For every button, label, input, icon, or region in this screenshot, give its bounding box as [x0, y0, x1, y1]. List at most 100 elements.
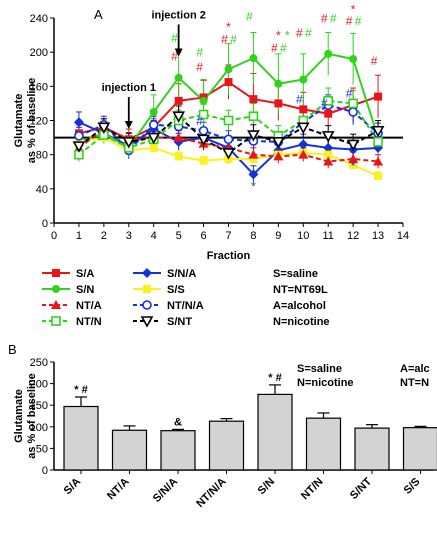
panel-b-category-label: NT/N	[299, 476, 326, 503]
point-s-a	[249, 95, 257, 103]
panel-b-y-tick-label: 250	[30, 357, 48, 369]
bar-significance-label: * #	[268, 372, 281, 384]
significance-mark: #	[371, 54, 378, 68]
significance-mark: #	[355, 14, 362, 28]
panel-a-y-tick-label: 40	[36, 184, 48, 196]
abbreviation-definition: S=saline	[297, 363, 342, 375]
point-s-n	[175, 74, 183, 82]
legend-label-nt-a: NT/A	[76, 300, 102, 312]
panel-a-x-tick-label: 12	[347, 230, 359, 242]
point-nt-n-a	[349, 108, 357, 116]
point-s-s	[175, 152, 183, 160]
point-s-n	[274, 80, 282, 88]
legend-label-s-nt: S/NT	[167, 316, 192, 328]
point-s-s	[200, 157, 208, 165]
significance-mark: #	[296, 92, 303, 106]
abbreviation-definition: S=saline	[273, 268, 318, 280]
point-s-n	[200, 97, 208, 105]
significance-mark: #	[346, 14, 353, 28]
significance-mark: #	[246, 10, 253, 24]
point-nt-n-a	[200, 127, 208, 135]
bar-s-n	[258, 394, 292, 470]
abbreviation-definition: N=nicotine	[273, 316, 330, 328]
panel-b-category-label: S/NT	[348, 475, 374, 501]
point-s-n	[150, 108, 158, 116]
panel-a-x-tick-label: 4	[151, 230, 157, 242]
legend-label-s-n: S/N	[76, 284, 94, 296]
point-s-s	[374, 172, 382, 180]
abbreviation-definition: A=alc	[400, 363, 430, 375]
significance-mark: #	[171, 31, 178, 45]
point-s-a	[225, 78, 233, 86]
bar-nt-a	[113, 430, 147, 470]
panel-b-legend: S=saline N=nicotine A=alc NT=N	[297, 363, 430, 389]
panel-b-y-tick-label: 0	[42, 465, 48, 477]
bar-s-s	[404, 428, 437, 470]
panel-a-y-axis-title-line: Glutamate	[13, 94, 25, 148]
legend-swatch-marker-s-n-a	[142, 268, 152, 278]
point-s-a	[374, 93, 382, 101]
panel-a-y-tick-label: 200	[30, 47, 48, 59]
bar-s-nt	[355, 428, 389, 470]
point-s-a	[274, 99, 282, 107]
panel-b-label: B	[8, 342, 17, 357]
panel-b-y-axis-title-line: Glutamate	[13, 389, 25, 443]
significance-mark: #	[221, 33, 228, 47]
legend-label-nt-n-a: NT/N/A	[167, 300, 204, 312]
point-nt-n-a	[225, 135, 233, 143]
injection-label: injection 1	[102, 82, 156, 94]
panel-a-x-tick-label: 2	[101, 230, 107, 242]
legend-swatch-marker-nt-n	[52, 317, 60, 325]
panel-b-y-axis-title-line: as % of baseline	[26, 373, 38, 459]
legend-swatch-marker-s-n	[52, 285, 60, 293]
point-nt-n	[349, 99, 357, 107]
legend-label-nt-n: NT/N	[76, 316, 102, 328]
panel-a-x-tick-label: 6	[201, 230, 207, 242]
point-s-n-a	[74, 117, 84, 127]
panel-b-category-label: NT/N/A	[194, 476, 228, 510]
bar-nt-n	[307, 418, 341, 470]
panel-a-x-tick-label: 13	[372, 230, 384, 242]
point-nt-n	[225, 117, 233, 125]
panel-a-y-tick-label: 240	[30, 13, 48, 25]
significance-mark: #	[321, 97, 328, 111]
point-nt-n	[249, 112, 257, 120]
injection-label: injection 2	[151, 9, 205, 21]
abbreviation-definition: N=nicotine	[297, 377, 354, 389]
panel-a-y-tick-label: 0	[42, 218, 48, 230]
abbreviation-definition: NT=N	[400, 377, 429, 389]
significance-mark: #	[305, 26, 312, 40]
bar-significance-label: * #	[74, 384, 87, 396]
legend-label-s-s: S/S	[167, 284, 185, 296]
point-s-s	[150, 144, 158, 152]
point-nt-n	[374, 138, 382, 146]
point-s-n	[225, 65, 233, 73]
point-s-nt	[298, 123, 308, 132]
point-nt-n-a	[150, 121, 158, 129]
point-s-a	[175, 97, 183, 105]
point-s-n	[249, 54, 257, 62]
point-nt-n-a	[75, 132, 83, 140]
panel-b-category-label: S/A	[62, 476, 83, 497]
legend-label-s-a: S/A	[76, 268, 94, 280]
significance-mark: *	[351, 159, 356, 173]
bar-s-a	[64, 406, 98, 470]
legend-swatch-marker-s-a	[52, 269, 60, 277]
legend-swatch-marker-nt-n-a	[143, 301, 151, 309]
significance-mark: #	[230, 33, 237, 47]
bar-s-n-a	[161, 431, 195, 470]
point-s-a	[324, 110, 332, 118]
panel-a-x-tick-label: 7	[225, 230, 231, 242]
panel-a-x-tick-label: 11	[323, 230, 334, 242]
significance-mark: #	[296, 26, 303, 40]
legend-label-s-n-a: S/N/A	[167, 268, 196, 280]
panel-a-y-axis-title: Glutamateas % of baseline	[13, 78, 38, 164]
abbreviation-definition: NT=NT69L	[273, 284, 328, 296]
abbreviation-definition: A=alcohol	[273, 300, 326, 312]
panel-a-x-axis-title: Fraction	[207, 250, 251, 262]
